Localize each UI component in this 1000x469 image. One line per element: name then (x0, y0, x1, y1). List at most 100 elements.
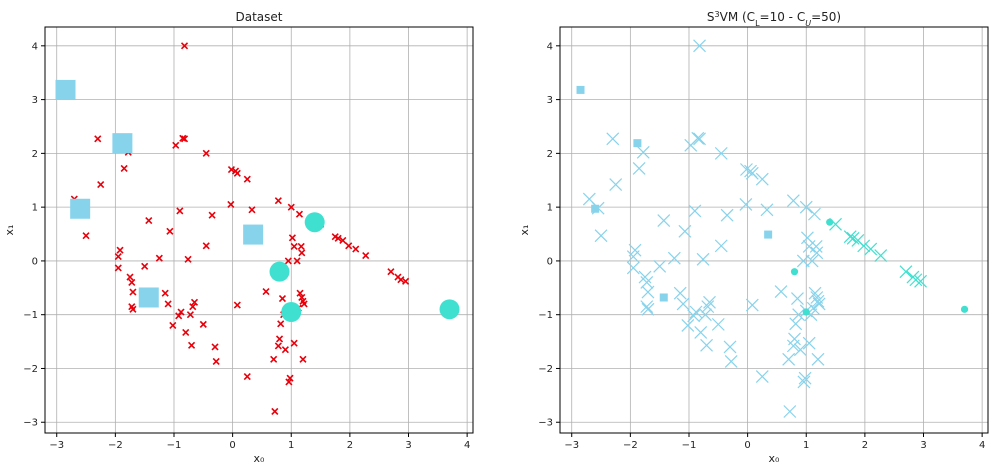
x-marker-stroke (760, 203, 774, 217)
x-marker-stroke (797, 375, 811, 389)
x-tick-label: 1 (288, 440, 294, 451)
dataset-xlabel: x₀ (254, 452, 266, 465)
x-marker-stroke (609, 178, 623, 191)
dataset-x-point (402, 277, 410, 285)
y-tick-label: 1 (547, 203, 553, 214)
s3vm-circle-point (790, 268, 799, 276)
dataset-x-point (286, 374, 294, 382)
dataset-x-point (177, 308, 185, 316)
x-marker-stroke (387, 268, 395, 276)
x-marker-stroke (155, 254, 163, 262)
s3vm-x-point (657, 214, 671, 228)
s3vm-x-point (691, 131, 705, 145)
s3vm-x-point (774, 285, 788, 298)
dataset-x-point (161, 289, 169, 297)
x-marker-stroke (786, 194, 800, 208)
x-marker-stroke (798, 371, 812, 385)
x-marker-stroke (689, 305, 703, 319)
dataset-x-point (202, 149, 210, 157)
s3vm-x-point (640, 300, 654, 314)
dataset-x-point (362, 251, 370, 260)
x-marker-stroke (114, 264, 122, 272)
dataset-x-point (345, 242, 353, 250)
x-marker-stroke (172, 141, 180, 149)
dataset-x-point (176, 207, 184, 215)
x-marker-stroke (164, 300, 172, 308)
s3vm-x-point (628, 243, 642, 257)
s3vm-x-point (626, 261, 640, 275)
dataset-x-point (126, 273, 134, 281)
dataset-x-point (184, 255, 192, 263)
dataset-x-point (290, 242, 298, 250)
s3vm-x-point (698, 308, 712, 322)
dataset-x-point (334, 234, 342, 242)
dataset-x-point (299, 355, 307, 363)
x-marker-stroke (632, 162, 646, 175)
dataset-x-point (274, 342, 282, 350)
x-marker-stroke (667, 251, 681, 265)
x-tick-label: −3 (49, 440, 64, 451)
y-tick-label: −3 (538, 418, 553, 429)
dataset-x-point (82, 232, 90, 240)
s3vm-x-point (632, 162, 646, 175)
x-marker-stroke (296, 289, 304, 297)
x-marker-stroke (874, 249, 888, 262)
s3vm-x-point (714, 239, 728, 253)
s3vm-x-point (798, 371, 812, 385)
x-marker-stroke (676, 297, 690, 311)
x-marker-stroke (262, 288, 270, 296)
x-marker-stroke (334, 234, 342, 242)
dataset-x-point (293, 257, 301, 265)
dataset-x-point (296, 289, 304, 297)
dataset-x-point (186, 311, 194, 319)
x-marker-stroke (696, 252, 710, 266)
x-marker-stroke (693, 39, 706, 53)
s3vm-x-point (694, 326, 708, 339)
dataset-circle-point (281, 302, 302, 323)
y-tick-label: −2 (23, 364, 38, 375)
dataset-x-point (94, 135, 102, 143)
dataset-x-point (227, 165, 236, 174)
dataset-x-point (129, 305, 137, 313)
x-marker-stroke (274, 197, 282, 205)
x-marker-stroke (714, 146, 728, 160)
dataset-x-point (275, 335, 284, 343)
x-marker-stroke (745, 298, 759, 312)
x-marker-stroke (141, 262, 149, 270)
s3vm-x-point (693, 132, 706, 146)
s3vm-x-point (688, 204, 702, 218)
s3vm-x-point (711, 317, 725, 331)
s3vm-x-point (745, 298, 759, 312)
x-marker-stroke (288, 234, 296, 242)
x-marker-stroke (899, 265, 913, 279)
s3vm-x-point (789, 317, 803, 331)
x-marker-stroke (791, 292, 804, 305)
s3vm-x-point (899, 265, 913, 279)
s3vm-x-point (693, 39, 706, 53)
x-marker-stroke (278, 294, 287, 303)
x-marker-stroke (186, 311, 194, 319)
s3vm-x-point (792, 308, 806, 322)
s3vm-x-point (782, 352, 796, 366)
x-marker-stroke (298, 293, 306, 302)
x-marker-stroke (909, 273, 923, 287)
x-marker-stroke (290, 339, 298, 347)
x-marker-stroke (190, 298, 199, 306)
x-marker-stroke (808, 286, 822, 300)
dataset-x-point (290, 339, 298, 347)
s3vm-x-point (687, 309, 701, 323)
s3vm-x-point (864, 242, 878, 256)
x-marker-stroke (638, 270, 652, 284)
s3vm-x-point (805, 254, 819, 268)
dataset-x-point (97, 180, 105, 189)
dataset-x-point (284, 257, 292, 265)
x-marker-stroke (169, 321, 177, 330)
s3vm-x-point (673, 286, 687, 300)
x-marker-stroke (290, 242, 298, 250)
x-tick-label: −1 (167, 440, 182, 451)
x-marker-stroke (166, 227, 174, 235)
y-tick-label: 0 (32, 256, 38, 267)
x-marker-stroke (641, 285, 655, 299)
x-tick-label: 3 (920, 440, 926, 451)
x-marker-stroke (688, 204, 702, 218)
